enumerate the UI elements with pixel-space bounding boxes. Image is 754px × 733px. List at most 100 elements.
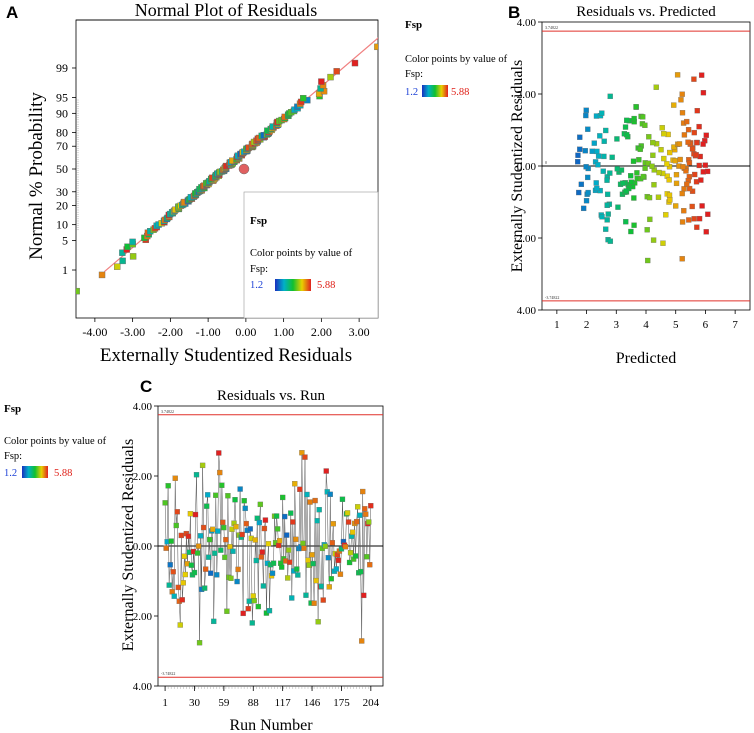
- panel-b-point: [604, 202, 610, 208]
- panel-c-point: [262, 517, 269, 523]
- panel-b-point: [644, 227, 650, 233]
- panel-b-point: [594, 185, 600, 192]
- panel-b-point: [628, 228, 634, 235]
- legend-left-title: Fsp: [4, 403, 21, 415]
- panel-c-y-label: Externally Studentized Residuals: [120, 439, 137, 651]
- panel-c-point: [224, 608, 230, 614]
- panel-b-point: [576, 189, 582, 196]
- panel-c-point: [165, 483, 171, 489]
- panel-c-point: [203, 503, 210, 509]
- panel-c-point: [329, 540, 335, 546]
- panel-b-lower-limit-label: -3.74822: [545, 295, 559, 300]
- panel-b-point: [700, 90, 707, 96]
- panel-b-point: [604, 217, 610, 223]
- panel-c-point: [193, 472, 200, 478]
- panel-c-point: [218, 547, 224, 553]
- panel-b-point: [671, 102, 677, 108]
- panel-c-point: [199, 462, 206, 469]
- panel-b-point: [700, 169, 706, 175]
- panel-c-point: [300, 540, 306, 546]
- panel-b-point: [614, 166, 620, 172]
- panel-c-title: Residuals vs. Run: [217, 388, 325, 404]
- panel-b-point: [604, 177, 610, 183]
- panel-b-point: [661, 155, 667, 162]
- panel-c-point: [293, 536, 299, 543]
- panel-a-x-tick-label: 2.00: [311, 325, 332, 339]
- panel-c-point: [220, 519, 226, 526]
- panel-b-point: [661, 131, 667, 137]
- legend-left-gradient: [22, 466, 48, 478]
- panel-c-point: [278, 564, 285, 570]
- panel-c-point: [260, 583, 267, 589]
- panel-a-x-tick-label: 0.00: [235, 325, 256, 339]
- panel-c-point: [294, 566, 300, 572]
- panel-b-point: [597, 133, 603, 139]
- panel-b-point: [601, 138, 607, 144]
- panel-c-point: [286, 547, 292, 553]
- panel-c-point: [325, 555, 331, 561]
- panel-c-point: [363, 511, 369, 517]
- panel-b-point: [601, 153, 607, 160]
- panel-b-point: [646, 134, 652, 140]
- panel-c-point: [196, 640, 203, 646]
- panel-c-y-tick-label: 0.00: [133, 541, 153, 553]
- panel-b-point: [676, 141, 683, 147]
- panel-b-point: [599, 110, 605, 116]
- panel-b-point: [605, 211, 611, 217]
- panel-b-y-tick-label: 4.00: [517, 17, 537, 29]
- panel-b-point: [655, 194, 662, 200]
- panel-c-point: [337, 571, 344, 577]
- panel-c-point: [195, 543, 202, 549]
- panel-c-point: [240, 610, 246, 617]
- panel-c-point: [216, 450, 222, 456]
- panel-c-point: [261, 525, 268, 532]
- panel-b-point: [673, 203, 679, 209]
- panel-c-point: [235, 566, 241, 573]
- panel-b-point: [667, 197, 673, 203]
- panel-c-point: [333, 566, 340, 572]
- panel-c-point: [357, 512, 363, 518]
- legend-left-caption1: Color points by value of: [4, 436, 107, 447]
- panel-b-x-tick-label: 1: [554, 319, 560, 331]
- panel-c-point: [303, 592, 309, 598]
- panel-c-point: [289, 595, 295, 601]
- panel-b-point: [696, 123, 702, 130]
- panel-c-point: [205, 492, 211, 498]
- panel-b-y-tick-label: 0.00: [517, 161, 537, 173]
- panel-a-letter: A: [6, 3, 18, 22]
- panel-b-point: [679, 256, 685, 262]
- panel-b-x-tick-label: 7: [732, 319, 738, 331]
- panel-a-y-tick-label: 1: [62, 263, 68, 277]
- panel-b-title: Residuals vs. Predicted: [576, 4, 716, 20]
- panel-b-point: [679, 110, 686, 116]
- panel-b-point: [607, 238, 614, 244]
- panel-a-y-tick-label: 95: [56, 91, 68, 105]
- panel-c-point: [352, 553, 359, 559]
- panel-b-point: [650, 237, 657, 243]
- panel-a-x-tick-label: -4.00: [82, 325, 107, 339]
- panel-c-point: [234, 578, 240, 585]
- panel-c-x-label: Run Number: [229, 717, 313, 733]
- panel-a-x-tick-label: -2.00: [158, 325, 183, 339]
- panel-b-point: [650, 152, 656, 158]
- panel-c-point: [342, 544, 349, 550]
- panel-a-point: [300, 94, 307, 102]
- panel-a-point: [76, 287, 80, 295]
- panel-b-point: [583, 112, 589, 119]
- legend-top-caption1: Color points by value of: [405, 54, 508, 65]
- panel-b-point: [703, 229, 709, 235]
- panel-b-point: [591, 140, 597, 146]
- panel-a-y-tick-label: 10: [56, 218, 68, 232]
- panel-b-point: [673, 171, 680, 178]
- panel-b-point: [686, 185, 693, 192]
- panel-c-point: [284, 532, 290, 538]
- panel-c-x-tick-label: 146: [304, 697, 321, 709]
- panel-c-x-tick-label: 59: [218, 697, 230, 709]
- panel-a-legend-caption1: Color points by value of: [250, 248, 353, 259]
- panel-c-point: [251, 597, 257, 604]
- panel-b-point: [575, 159, 581, 165]
- panel-c-point: [307, 499, 313, 505]
- panel-c-point: [316, 507, 322, 513]
- panel-b-point: [659, 125, 665, 131]
